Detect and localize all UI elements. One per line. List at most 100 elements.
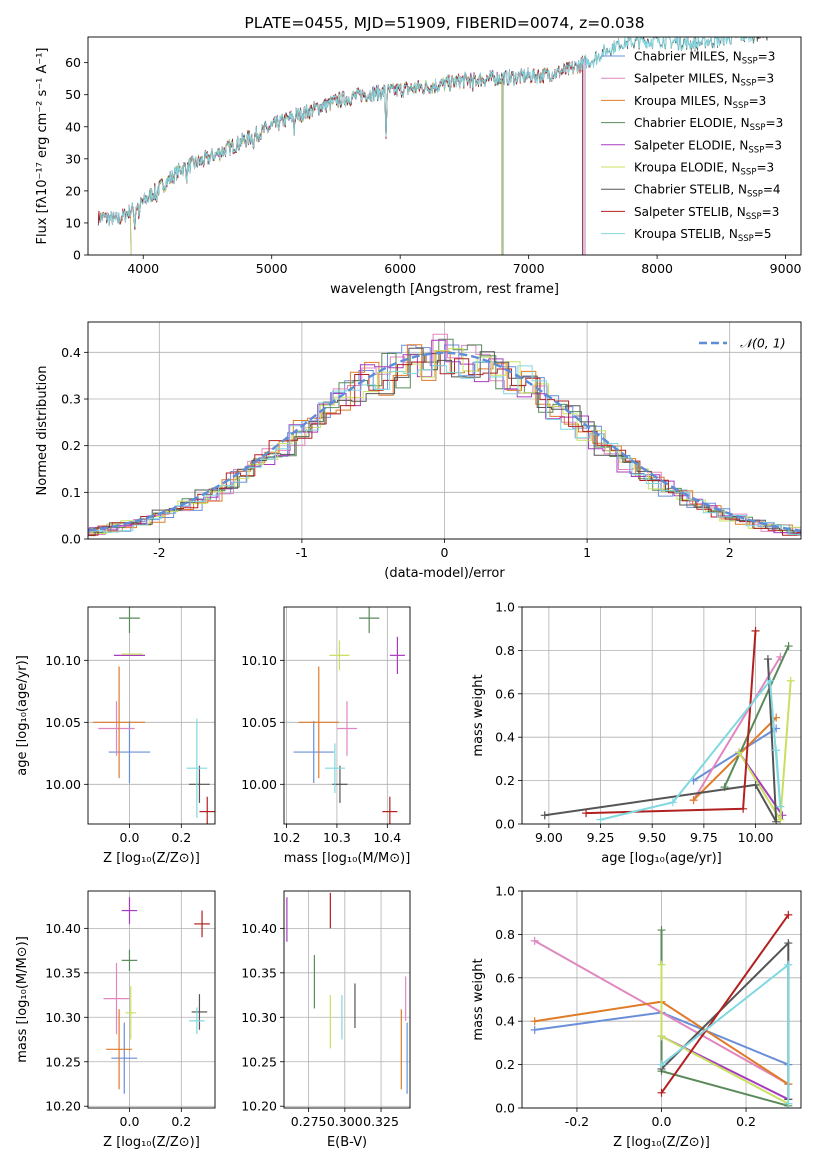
legend-label: Kroupa ELODIE, NSSP=3 [634, 161, 774, 178]
x-tick-label: -1 [296, 545, 308, 560]
x-tick-label: 0.2 [171, 830, 191, 845]
legend-label: 𝒩(0, 1) [740, 336, 786, 351]
y-tick-label: 0.4 [495, 730, 515, 745]
normal-curve [88, 351, 801, 532]
y-tick-label: 40 [65, 119, 81, 134]
weight-line-chabrier-elodie [660, 930, 789, 1107]
y-tick-label: 0.8 [495, 927, 515, 942]
y-axis-label: Normed distribution [35, 366, 50, 496]
spectrum-line-kroupa-stelib [99, 37, 754, 228]
y-tick-label: 50 [65, 87, 81, 102]
y-tick-label: 0.4 [495, 1014, 515, 1029]
y-tick-label: 30 [65, 151, 81, 166]
weight-marker [596, 815, 605, 824]
x-axis-label: Z [log₁₀(Z/Z⊙)] [103, 851, 200, 866]
y-tick-label: 10.05 [45, 715, 81, 730]
y-tick-label: 10.20 [45, 1099, 81, 1114]
weight-marker [657, 1088, 666, 1097]
legend-label-tail: =3 [756, 161, 774, 175]
spectrum-line-kroupa-elodie [129, 71, 503, 255]
y-tick-label: 10 [65, 215, 81, 230]
y-tick-label: 10.35 [241, 965, 277, 980]
axes-age_vs_mass: 10.2 10.3 10.4 10.00 10.05 10.10 mass [log₁₀(M… [241, 606, 411, 866]
x-tick-label: 0.0 [652, 1114, 672, 1129]
legend-label-sub: SSP [746, 212, 762, 222]
legend-label-sub: SSP [750, 123, 766, 133]
legend-label-tail: =3 [764, 138, 782, 152]
y-axis-label: Flux [fλ10⁻¹⁷ erg cm⁻² s⁻¹ A⁻¹] [35, 48, 50, 245]
plot-area-mass_vs_EBV [286, 892, 408, 1094]
y-tick-label: 0.0 [495, 817, 515, 832]
legend-label-tail: =3 [756, 72, 774, 86]
x-tick-label: 10.2 [273, 830, 301, 845]
axes-frame [283, 890, 411, 1109]
x-axis-label: E(B-V) [327, 1135, 367, 1150]
chart-title: PLATE=0455, MJD=51909, FIBERID=0074, z=0… [244, 14, 644, 32]
legend-label-sub: SSP [748, 145, 764, 155]
x-tick-label: 9.25 [587, 830, 615, 845]
y-tick-label: 0.3 [61, 392, 81, 407]
x-axis-label: Z [log₁₀(Z/Z⊙)] [613, 1135, 710, 1150]
y-tick-label: 10.35 [45, 965, 81, 980]
y-tick-label: 10.05 [241, 715, 277, 730]
x-tick-label: 10.4 [373, 830, 401, 845]
x-tick-label: 8000 [641, 261, 673, 276]
legend-label-text: Salpeter STELIB, N [634, 205, 746, 219]
weight-marker [763, 655, 772, 664]
y-tick-label: 0.1 [61, 485, 81, 500]
legend-label-tail: =3 [766, 116, 784, 130]
y-tick-label: 10.10 [45, 653, 81, 668]
y-tick-label: 0 [73, 248, 81, 263]
axes-frame [283, 606, 411, 825]
axes-mass_vs_Z: 0.0 0.2 10.20 10.25 10.30 10.35 10.40 Z [log₁₀(… [15, 890, 216, 1150]
weight-marker [784, 642, 793, 651]
legend-label: Chabrier MILES, NSSP=3 [634, 50, 775, 67]
legend-label: Salpeter STELIB, NSSP=3 [634, 205, 779, 222]
weight-marker [739, 804, 748, 813]
legend-label-text: Kroupa ELODIE, N [634, 161, 741, 175]
weight-marker [530, 1025, 539, 1034]
weight-line-salpeter-stelib [660, 914, 790, 1094]
weight-line-chabrier-stelib [544, 659, 778, 823]
x-tick-label: 6000 [384, 261, 416, 276]
weight-marker [786, 676, 795, 685]
plot-area-mass_vs_Z [103, 897, 210, 1094]
legend-label-sub: SSP [733, 101, 749, 111]
y-tick-label: 10.10 [241, 653, 277, 668]
y-tick-label: 0.6 [495, 686, 515, 701]
weight-marker [784, 960, 793, 969]
x-axis-label: (data-model)/error [384, 566, 505, 581]
x-tick-label: 2 [726, 545, 734, 560]
y-tick-label: 0.6 [495, 970, 515, 985]
plot-area-age_vs_Z [93, 607, 215, 824]
weight-marker [784, 910, 793, 919]
weight-line-salpeter-miles [692, 656, 782, 801]
y-tick-label: 10.00 [241, 777, 277, 792]
axes-frame [521, 890, 802, 1109]
y-tick-label: 10.25 [45, 1054, 81, 1069]
x-axis-label: mass [log₁₀(M/M⊙)] [284, 851, 411, 866]
weight-line-kroupa-stelib [660, 962, 790, 1104]
legend-label-text: Salpeter MILES, N [634, 72, 741, 86]
weight-marker [540, 811, 549, 820]
weight-marker [657, 1032, 666, 1041]
legend-label-tail: =3 [762, 205, 780, 219]
axes-frame [87, 321, 802, 540]
x-tick-label: 0.0 [120, 830, 140, 845]
weight-line-kroupa-elodie [660, 964, 789, 1105]
legend-label: Kroupa MILES, NSSP=3 [634, 94, 766, 111]
y-tick-label: 0.0 [61, 532, 81, 547]
legend-label-sub: SSP [747, 190, 763, 200]
weight-line-chabrier-elodie [723, 645, 790, 788]
legend-label-tail: =5 [754, 227, 772, 241]
weight-marker [657, 926, 666, 935]
weight-marker [766, 676, 774, 685]
weight-marker [784, 1099, 793, 1108]
histogram-salpeter-stelib [88, 353, 801, 536]
x-tick-label: 9.00 [535, 830, 563, 845]
legend-label-text: Kroupa STELIB, N [634, 227, 738, 241]
y-axis-label: mass weight [471, 958, 486, 1040]
legend-label-tail: =3 [749, 94, 767, 108]
weight-marker [776, 802, 785, 811]
weight-marker [784, 939, 793, 948]
